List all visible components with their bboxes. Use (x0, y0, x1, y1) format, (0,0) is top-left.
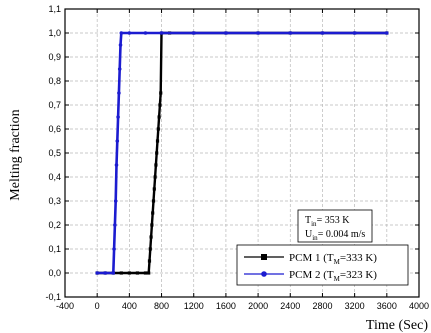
point-pcm2 (114, 163, 119, 167)
legend-marker-pcm1 (261, 254, 267, 260)
series-layer (95, 31, 389, 275)
point-pcm2 (95, 271, 99, 275)
y-tick-label: 0,8 (48, 76, 61, 86)
point-pcm1 (143, 271, 148, 275)
x-tick-label: 2400 (280, 301, 300, 311)
x-tick-label: 2800 (312, 301, 332, 311)
point-pcm2 (224, 31, 228, 35)
point-pcm1 (147, 259, 152, 263)
point-pcm1 (135, 271, 140, 275)
y-tick-label: 0,3 (48, 196, 61, 206)
y-tick-label: 0,5 (48, 148, 61, 158)
x-tick-label: 1200 (184, 301, 204, 311)
point-pcm1 (151, 211, 155, 215)
inlet-velocity-label: Uin= 0.004 m/s (305, 229, 365, 242)
point-pcm1 (148, 247, 152, 251)
point-pcm2 (113, 199, 118, 203)
y-tick-label: 0,4 (48, 172, 61, 182)
point-pcm1 (151, 199, 156, 203)
point-pcm1 (155, 139, 160, 143)
point-pcm2 (256, 31, 260, 35)
x-tick-label: 400 (122, 301, 137, 311)
point-pcm1 (150, 223, 154, 227)
point-pcm2 (159, 31, 164, 35)
y-axis-title: Melting fraction (8, 109, 23, 200)
point-pcm2 (112, 247, 116, 251)
point-pcm2 (117, 67, 122, 71)
x-tick-label: 800 (154, 301, 169, 311)
point-pcm2 (103, 271, 108, 275)
x-tick-label: -400 (56, 301, 74, 311)
point-pcm2 (115, 139, 120, 143)
legend-label-pcm2: PCM 2 (TM=323 K) (289, 269, 377, 283)
point-pcm2 (127, 31, 132, 35)
conditions-annotation: Tin= 353 K Uin= 0.004 m/s (297, 209, 373, 243)
point-pcm2 (385, 31, 389, 35)
point-pcm2 (111, 271, 116, 275)
point-pcm2 (320, 31, 325, 35)
y-tick-label: 0,2 (48, 220, 61, 230)
x-tick-label: 3200 (345, 301, 365, 311)
x-axis-title: Time (Sec) (366, 318, 428, 333)
y-tick-label: 1,1 (48, 4, 61, 14)
y-tick-label: 0,1 (48, 244, 61, 254)
point-pcm1 (119, 271, 123, 275)
point-pcm2 (118, 43, 123, 47)
point-pcm2 (191, 31, 196, 35)
y-tick-label: -0,1 (45, 292, 61, 302)
point-pcm1 (156, 127, 160, 131)
point-pcm1 (147, 271, 151, 275)
x-tick-label: 2000 (248, 301, 268, 311)
y-tick-label: 0,0 (48, 268, 61, 278)
inlet-temperature-label: Tin= 353 K (305, 215, 350, 228)
y-tick-label: 1,0 (48, 28, 61, 38)
point-pcm2 (352, 31, 357, 35)
tick-layer: -400 0 400 800 1200 1600 2000 2400 2800 3200 3600 4… (45, 4, 429, 311)
legend-label-pcm1: PCM 1 (TM=333 K) (289, 252, 377, 266)
x-tick-label: 4000 (409, 301, 429, 311)
x-tick-label: 0 (95, 301, 100, 311)
point-pcm1 (157, 115, 161, 119)
point-pcm1 (155, 151, 159, 155)
point-pcm2 (143, 31, 148, 35)
x-tick-label: 3600 (377, 301, 397, 311)
legend-marker-pcm2 (261, 271, 267, 277)
x-tick-label: 1600 (216, 301, 236, 311)
point-pcm2 (288, 31, 293, 35)
point-pcm1 (158, 103, 162, 107)
point-pcm2 (119, 31, 124, 35)
point-pcm1 (153, 175, 157, 179)
y-tick-label: 0,6 (48, 124, 61, 134)
point-pcm1 (159, 91, 163, 95)
y-tick-label: 0,9 (48, 52, 61, 62)
point-pcm2 (113, 223, 117, 227)
point-pcm1 (127, 271, 131, 275)
point-pcm2 (116, 115, 120, 119)
y-tick-label: 0,7 (48, 100, 61, 110)
point-pcm2 (117, 91, 121, 95)
legend: PCM 1 (TM=333 K) PCM 2 (TM=323 K) (236, 244, 409, 286)
point-pcm1 (152, 187, 156, 191)
point-pcm1 (149, 235, 153, 239)
point-pcm1 (154, 163, 158, 167)
